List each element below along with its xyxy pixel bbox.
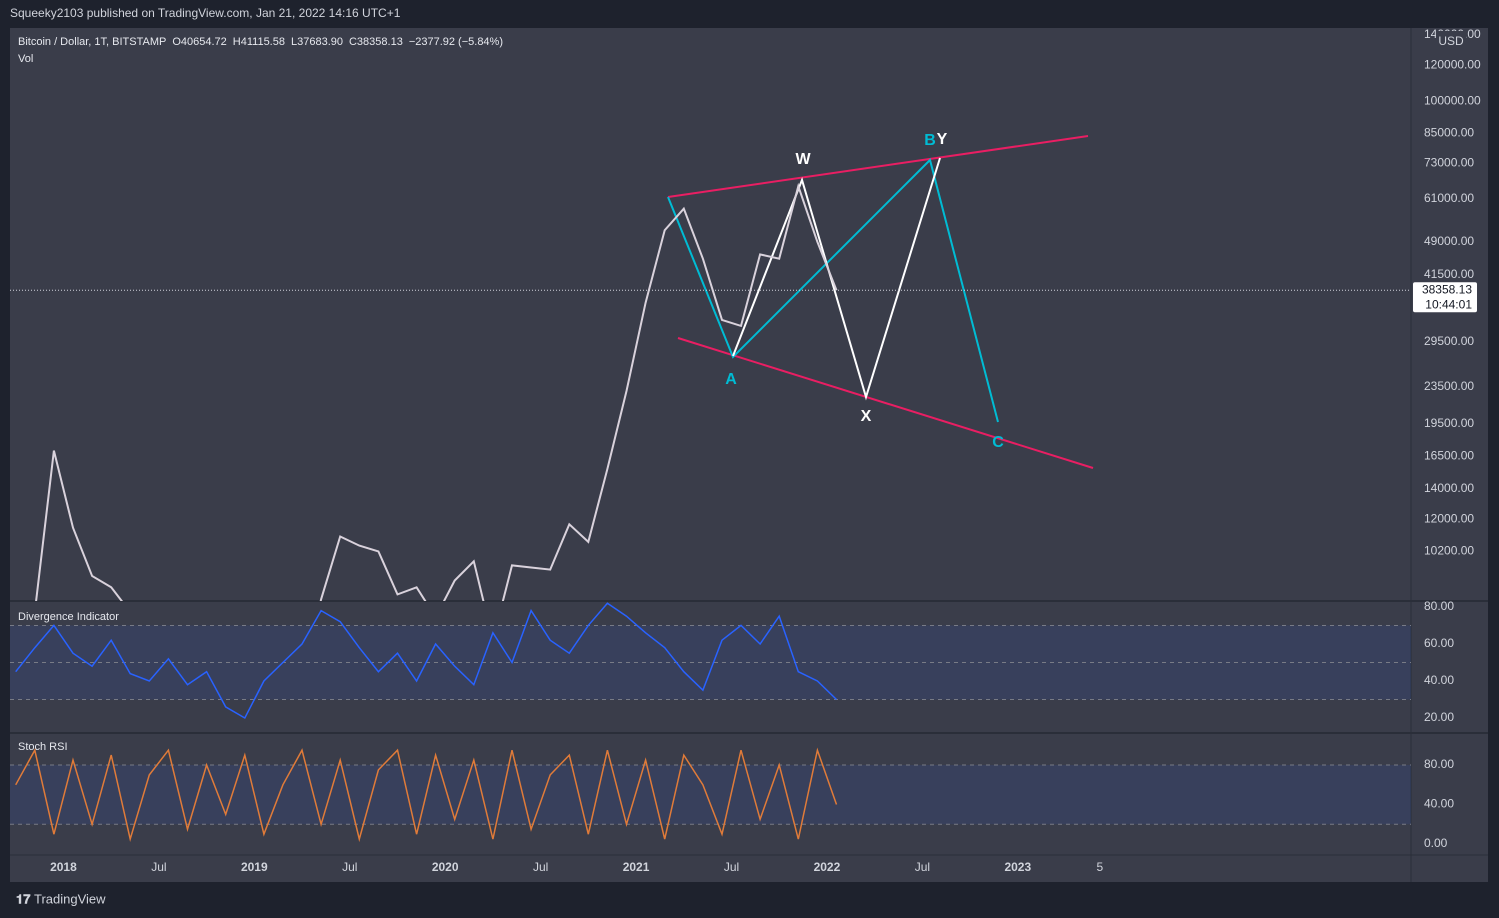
last-price-badge: [1413, 282, 1477, 313]
x-tick-label: 2018: [50, 860, 77, 874]
brand-logo: 𝟏𝟕: [16, 891, 31, 906]
wave-path: [732, 157, 941, 401]
y-tick-label: 40.00: [1424, 797, 1454, 811]
series-line: [15, 747, 838, 843]
trend-line: [667, 135, 1089, 198]
symbol: Bitcoin / Dollar, 1T, BITSTAMP: [18, 36, 166, 48]
x-tick-label: 2023: [1004, 860, 1031, 874]
y-tick-label: 14000.00: [1424, 481, 1474, 495]
wave-label: C: [992, 434, 1004, 451]
currency: USD: [1438, 34, 1464, 48]
wave-label: Y: [937, 131, 948, 148]
y-tick-label: 60.00: [1424, 636, 1454, 650]
y-tick-label: 20.00: [1424, 710, 1454, 724]
x-tick-label: Jul: [915, 860, 930, 874]
last-price-label: 38358.13: [1422, 282, 1472, 296]
y-tick-label: 12000.00: [1424, 511, 1474, 525]
series-group: [15, 602, 838, 720]
x-tick-label: 2022: [814, 860, 841, 874]
wave-drawings: [667, 135, 1094, 469]
x-tick-label: 5: [1097, 860, 1104, 874]
y-tick-label: 0.00: [1424, 836, 1448, 850]
quote: C38358.13: [349, 36, 403, 48]
x-tick-label: 2019: [241, 860, 268, 874]
y-tick-label: 73000.00: [1424, 155, 1474, 169]
y-tick-label: 23500.00: [1424, 379, 1474, 393]
wave-label: W: [795, 151, 811, 168]
x-tick-label: Jul: [342, 860, 357, 874]
volume-label: Vol: [18, 53, 33, 65]
x-tick-label: Jul: [724, 860, 739, 874]
y-tick-label: 19500.00: [1424, 416, 1474, 430]
x-tick-label: 2020: [432, 860, 459, 874]
y-tick-label: 80.00: [1424, 599, 1454, 613]
y-tick-label: 120000.00: [1424, 57, 1481, 71]
trend-line: [677, 337, 1094, 469]
y-tick-label: 61000.00: [1424, 191, 1474, 205]
publisher-note: Squeeky2103 published on TradingView.com…: [10, 6, 401, 20]
chart-legend: Bitcoin / Dollar, 1T, BITSTAMP O40654.72 H…: [18, 36, 503, 48]
countdown: 10:44:01: [1425, 297, 1472, 311]
y-tick-label: 41500.00: [1424, 267, 1474, 281]
currency-box: [1436, 31, 1466, 51]
wave-label: A: [725, 371, 737, 388]
quote: H41115.58: [233, 36, 285, 48]
x-tick-label: Jul: [151, 860, 166, 874]
plot-layer: 10200.00 12000.00 14000.00 16500.00 19500.00…: [10, 27, 1481, 874]
x-tick-label: 2021: [623, 860, 650, 874]
quote: L37683.90: [291, 36, 343, 48]
quote-change: −2377.92 (−5.84%): [409, 36, 503, 48]
brand: TradingView: [34, 891, 106, 906]
wave-path: [667, 158, 999, 423]
y-tick-label: 40.00: [1424, 673, 1454, 687]
series-group: [35, 182, 838, 601]
x-tick-label: Jul: [533, 860, 548, 874]
wave-label: X: [861, 408, 872, 425]
wave-label: B: [924, 132, 936, 149]
y-tick-label: 10200.00: [1424, 544, 1474, 558]
series-line: [35, 182, 838, 601]
chart-background: [10, 28, 1488, 882]
y-tick-label: 85000.00: [1424, 125, 1474, 139]
series-group: [15, 747, 838, 843]
series-line: [15, 602, 838, 720]
y-tick-label: 49000.00: [1424, 234, 1474, 248]
y-tick-label: 16500.00: [1424, 449, 1474, 463]
quote: O40654.72: [172, 36, 226, 48]
y-tick-label: 80.00: [1424, 757, 1454, 771]
y-tick-label: 29500.00: [1424, 334, 1474, 348]
level-band: [10, 765, 1411, 825]
pane-title: Stoch RSI: [18, 741, 68, 753]
y-tick-label: 100000.00: [1424, 93, 1481, 107]
pane-title: Divergence Indicator: [18, 611, 119, 623]
